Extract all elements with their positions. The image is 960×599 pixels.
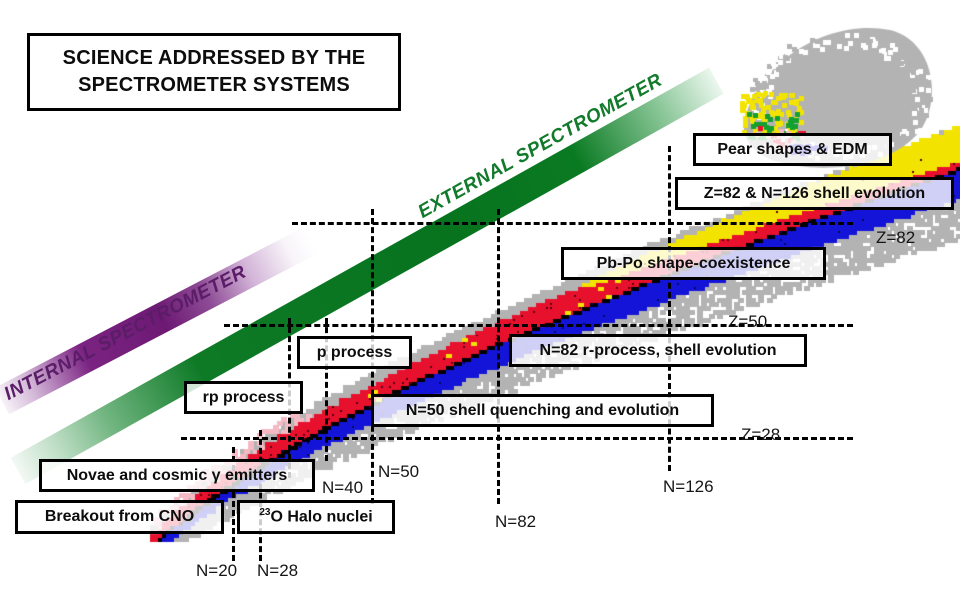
halo-nuclei-rest: O Halo nuclei — [270, 508, 373, 526]
callout-pear-shapes[interactable]: Pear shapes & EDM — [693, 133, 892, 166]
callout-pear-shapes-label: Pear shapes & EDM — [717, 140, 868, 158]
gridline-n126b — [668, 146, 671, 471]
callout-pb-po[interactable]: Pb-Po shape-coexistence — [561, 247, 826, 280]
axis-label-n126: N=126 — [663, 477, 714, 496]
callout-breakout-cno-label: Breakout from CNO — [44, 508, 195, 525]
axis-label-n20: N=20 — [196, 561, 238, 580]
axis-label-n28: N=28 — [257, 561, 299, 580]
gridline-n126 — [497, 209, 500, 504]
figure-title-line1: SCIENCE ADDRESSED BY THE — [62, 47, 366, 69]
gridline-z50 — [224, 324, 853, 327]
callout-rp-process[interactable]: rp process — [184, 381, 303, 414]
callout-halo-nuclei[interactable]: 23O Halo nuclei — [237, 500, 395, 534]
axis-label-z50: Z=50 — [728, 312, 768, 331]
axis-label-n82: N=82 — [495, 512, 537, 531]
gridline-z82 — [292, 222, 853, 225]
callout-halo-nuclei-label: 23O Halo nuclei — [259, 508, 372, 525]
callout-novae[interactable]: Novae and cosmic γ emitters — [39, 459, 315, 492]
axis-label-n40: N=40 — [322, 478, 364, 497]
callout-rp-process-label: rp process — [202, 388, 285, 406]
gridline-z28 — [181, 437, 853, 440]
gridline-n20 — [232, 447, 235, 561]
callout-z82-n126-label: Z=82 & N=126 shell evolution — [703, 184, 926, 202]
callout-p-process-label: p process — [316, 343, 393, 361]
gridline-n50 — [325, 318, 328, 461]
callout-breakout-cno[interactable]: Breakout from CNO — [15, 500, 224, 534]
halo-mass-number: 23 — [259, 507, 271, 519]
figure-title-line2: SPECTROMETER SYSTEMS — [78, 74, 350, 96]
axis-label-z82: Z=82 — [876, 228, 916, 247]
figure-title-box: SCIENCE ADDRESSED BY THE SPECTROMETER SY… — [27, 33, 401, 111]
callout-n82-rprocess[interactable]: N=82 r-process, shell evolution — [509, 334, 807, 367]
axis-label-z28: Z=28 — [741, 425, 781, 444]
axis-label-n50: N=50 — [378, 462, 420, 481]
callout-p-process[interactable]: p process — [297, 336, 412, 369]
callout-z82-n126[interactable]: Z=82 & N=126 shell evolution — [675, 177, 954, 210]
callout-pb-po-label: Pb-Po shape-coexistence — [596, 254, 791, 272]
callout-novae-label: Novae and cosmic γ emitters — [66, 466, 288, 484]
callout-n50-quenching[interactable]: N=50 shell quenching and evolution — [371, 394, 714, 427]
gridline-n28 — [259, 430, 262, 561]
callout-n50-quenching-label: N=50 shell quenching and evolution — [405, 401, 680, 419]
callout-n82-rprocess-label: N=82 r-process, shell evolution — [539, 341, 777, 359]
